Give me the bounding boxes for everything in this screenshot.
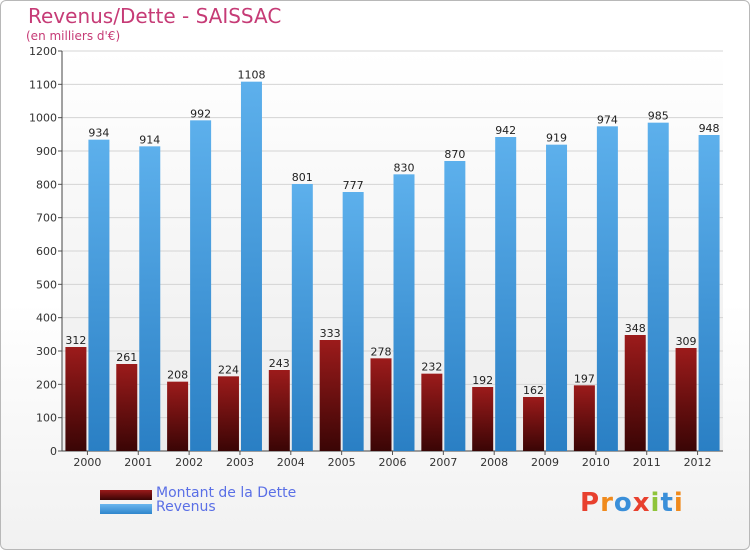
x-tick-label: 2003 (226, 456, 254, 469)
bar-dette (167, 381, 189, 451)
data-label-dette: 278 (371, 345, 392, 358)
logo-letter: o (613, 488, 633, 518)
proxiti-logo: Proxiti (580, 488, 684, 518)
bar-revenus (647, 122, 669, 452)
data-label-dette: 348 (625, 322, 646, 335)
data-label-dette: 197 (574, 372, 595, 385)
y-tick-label: 800 (36, 178, 57, 191)
data-label-revenus: 830 (394, 161, 415, 174)
logo-letter: x (632, 488, 651, 518)
logo-letter: r (600, 488, 614, 518)
x-tick-label: 2006 (379, 456, 407, 469)
bar-revenus (495, 137, 517, 451)
bar-dette (573, 385, 595, 451)
data-label-dette: 224 (218, 363, 239, 376)
y-tick-label: 700 (36, 212, 57, 225)
bar-dette (523, 397, 545, 451)
x-tick-label: 2012 (684, 456, 712, 469)
data-label-dette: 208 (167, 369, 188, 382)
x-tick-label: 2011 (633, 456, 661, 469)
x-tick-label: 2010 (582, 456, 610, 469)
y-tick-label: 500 (36, 278, 57, 291)
y-tick-label: 0 (50, 445, 57, 458)
data-label-dette: 243 (269, 357, 290, 370)
legend-label-revenus: Revenus (156, 499, 216, 515)
bar-dette (319, 340, 341, 451)
bar-revenus (596, 126, 618, 451)
logo-letter: t (660, 488, 674, 518)
x-tick-label: 2007 (429, 456, 457, 469)
x-tick-label: 2000 (73, 456, 101, 469)
legend-swatch-dette (100, 490, 152, 500)
bar-dette (116, 364, 138, 451)
bar-revenus (88, 139, 110, 451)
data-label-revenus: 985 (648, 110, 669, 123)
bar-dette (472, 387, 494, 451)
y-tick-label: 300 (36, 345, 57, 358)
data-label-revenus: 974 (597, 113, 618, 126)
x-tick-label: 2008 (480, 456, 508, 469)
bar-revenus (698, 135, 720, 451)
bar-revenus (190, 120, 212, 451)
bar-revenus (139, 146, 161, 452)
bar-revenus (342, 192, 364, 451)
bar-dette (421, 373, 443, 451)
logo-letter: i (673, 488, 684, 518)
data-label-revenus: 914 (139, 133, 160, 146)
y-tick-label: 600 (36, 245, 57, 258)
data-label-revenus: 1108 (237, 69, 265, 82)
x-tick-label: 2005 (328, 456, 356, 469)
data-label-dette: 333 (320, 327, 341, 340)
bar-dette (675, 348, 697, 451)
data-label-revenus: 777 (343, 179, 364, 192)
chart-subtitle: (en milliers d'€) (26, 29, 121, 43)
data-label-revenus: 934 (88, 127, 109, 140)
data-label-revenus: 870 (444, 148, 465, 161)
bar-revenus (240, 81, 262, 452)
y-tick-label: 900 (36, 145, 57, 158)
logo-letter: P (580, 488, 601, 518)
bar-revenus (291, 184, 313, 451)
x-tick-label: 2009 (531, 456, 559, 469)
data-label-dette: 312 (65, 334, 86, 347)
bar-dette (624, 335, 646, 451)
y-tick-label: 200 (36, 378, 57, 391)
data-label-revenus: 942 (495, 124, 516, 137)
data-label-dette: 192 (472, 374, 493, 387)
data-label-revenus: 992 (190, 107, 211, 120)
x-tick-label: 2002 (175, 456, 203, 469)
y-tick-label: 1100 (29, 78, 57, 91)
bar-dette (217, 376, 239, 451)
chart-title: Revenus/Dette - SAISSAC (28, 4, 282, 28)
data-label-dette: 309 (676, 335, 697, 348)
bar-revenus (546, 144, 568, 451)
y-tick-label: 1200 (29, 45, 57, 58)
data-label-revenus: 801 (292, 171, 313, 184)
bar-revenus (444, 161, 466, 451)
data-label-dette: 232 (421, 361, 442, 374)
legend-swatch-revenus (100, 504, 152, 514)
bar-dette (370, 358, 392, 451)
legend-label-dette: Montant de la Dette (156, 485, 297, 501)
bar-revenus (393, 174, 415, 452)
bar-dette (268, 370, 290, 451)
data-label-dette: 261 (116, 351, 137, 364)
y-tick-label: 400 (36, 312, 57, 325)
data-label-dette: 162 (523, 384, 544, 397)
data-label-revenus: 948 (699, 122, 720, 135)
y-tick-label: 100 (36, 412, 57, 425)
bar-dette (65, 347, 87, 451)
y-tick-label: 1000 (29, 112, 57, 125)
data-label-revenus: 919 (546, 132, 567, 145)
x-tick-label: 2001 (124, 456, 152, 469)
x-tick-label: 2004 (277, 456, 305, 469)
logo-letter: i (650, 488, 661, 518)
